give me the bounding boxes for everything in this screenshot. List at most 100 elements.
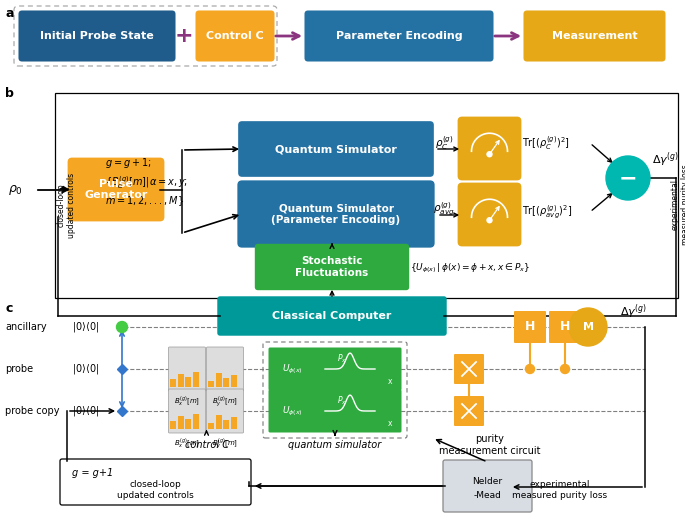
- Bar: [208, 381, 214, 387]
- Text: Pulse
Generator: Pulse Generator: [84, 179, 148, 200]
- Text: $\Delta\gamma^{(g)}$: $\Delta\gamma^{(g)}$: [620, 303, 647, 321]
- Text: control C: control C: [184, 440, 229, 450]
- Text: Control C: Control C: [206, 31, 264, 41]
- Text: $|0\rangle\langle 0|$: $|0\rangle\langle 0|$: [72, 362, 99, 376]
- FancyBboxPatch shape: [454, 396, 484, 426]
- Text: ancillary: ancillary: [5, 322, 47, 332]
- Bar: [170, 421, 176, 429]
- Text: H: H: [560, 320, 570, 334]
- FancyBboxPatch shape: [458, 116, 521, 180]
- Text: Quantum Simulator
(Parameter Encoding): Quantum Simulator (Parameter Encoding): [271, 203, 401, 225]
- Bar: [223, 378, 229, 387]
- Text: g = g+1: g = g+1: [72, 468, 113, 478]
- Bar: [216, 415, 221, 429]
- FancyBboxPatch shape: [195, 10, 275, 61]
- Text: $m=1,2,...,M\}$: $m=1,2,...,M\}$: [105, 194, 184, 208]
- FancyBboxPatch shape: [514, 311, 546, 343]
- Text: quantum simulator: quantum simulator: [288, 440, 382, 450]
- Text: $|0\rangle\langle 0|$: $|0\rangle\langle 0|$: [72, 404, 99, 418]
- Text: $\rho_{avg}^{(g)}$: $\rho_{avg}^{(g)}$: [433, 200, 455, 218]
- Text: purity
measurement circuit: purity measurement circuit: [439, 434, 540, 456]
- Text: −: −: [619, 168, 637, 188]
- Bar: [185, 377, 191, 387]
- Text: Parameter Encoding: Parameter Encoding: [336, 31, 462, 41]
- FancyBboxPatch shape: [60, 459, 251, 505]
- FancyBboxPatch shape: [238, 180, 435, 248]
- Text: $B_y^{(g)}[m]$: $B_y^{(g)}[m]$: [212, 436, 238, 451]
- Text: $g=g+1;$: $g=g+1;$: [105, 156, 151, 170]
- Text: c: c: [5, 302, 12, 315]
- Text: $B_x^{(g)}[m]$: $B_x^{(g)}[m]$: [175, 394, 201, 407]
- Bar: [208, 423, 214, 429]
- Circle shape: [116, 321, 127, 333]
- Bar: [230, 417, 236, 429]
- Text: $\{U_{\phi(x)}\,|\,\phi(x)=\phi+x, x\in P_x\}$: $\{U_{\phi(x)}\,|\,\phi(x)=\phi+x, x\in …: [410, 262, 530, 274]
- Bar: [230, 375, 236, 387]
- Bar: [177, 416, 184, 429]
- Text: $\mathrm{Tr}[(\rho_C^{(g)})^2]$: $\mathrm{Tr}[(\rho_C^{(g)})^2]$: [522, 134, 570, 152]
- Circle shape: [606, 156, 650, 200]
- FancyBboxPatch shape: [206, 347, 243, 391]
- Text: $B_x^{(g)}[m]$: $B_x^{(g)}[m]$: [175, 436, 201, 450]
- Bar: [170, 379, 176, 387]
- Text: probe copy: probe copy: [5, 406, 60, 416]
- Text: Classical Computer: Classical Computer: [273, 311, 392, 321]
- Text: x: x: [388, 376, 393, 386]
- Bar: [185, 419, 191, 429]
- FancyBboxPatch shape: [18, 10, 175, 61]
- Text: $|0\rangle\langle 0|$: $|0\rangle\langle 0|$: [72, 320, 99, 334]
- Text: x: x: [388, 419, 393, 427]
- FancyBboxPatch shape: [454, 354, 484, 384]
- Circle shape: [569, 308, 607, 346]
- Text: Stochastic
Fluctuations: Stochastic Fluctuations: [295, 256, 369, 278]
- Text: $\Delta\gamma^{(g)}$: $\Delta\gamma^{(g)}$: [652, 151, 679, 169]
- Bar: [177, 374, 184, 387]
- Text: Initial Probe State: Initial Probe State: [40, 31, 154, 41]
- FancyBboxPatch shape: [217, 296, 447, 336]
- FancyBboxPatch shape: [443, 460, 532, 512]
- Text: a: a: [5, 7, 14, 20]
- Text: Measurement: Measurement: [551, 31, 637, 41]
- Bar: [192, 372, 199, 387]
- FancyBboxPatch shape: [458, 183, 521, 246]
- Text: $P_x$: $P_x$: [337, 395, 347, 407]
- Text: $B_y^{(g)}[m]$: $B_y^{(g)}[m]$: [212, 394, 238, 409]
- Text: experimental
measured purity loss: experimental measured purity loss: [512, 480, 608, 500]
- Text: $\rho_C^{(g)}$: $\rho_C^{(g)}$: [435, 134, 453, 152]
- FancyBboxPatch shape: [68, 158, 164, 221]
- FancyBboxPatch shape: [169, 389, 206, 433]
- Circle shape: [487, 218, 492, 223]
- FancyBboxPatch shape: [255, 244, 409, 290]
- Text: $U_{\phi(x)}$: $U_{\phi(x)}$: [282, 404, 303, 418]
- FancyBboxPatch shape: [269, 389, 401, 433]
- Text: M: M: [582, 322, 593, 332]
- Text: experimental
measured purity loss: experimental measured purity loss: [671, 165, 685, 245]
- Text: Nelder: Nelder: [473, 477, 503, 486]
- Text: $\{B_\alpha^{(g)}[m]|\alpha=x,y;$: $\{B_\alpha^{(g)}[m]|\alpha=x,y;$: [105, 175, 188, 192]
- Text: +: +: [175, 26, 193, 46]
- Text: $U_{\phi(x)}$: $U_{\phi(x)}$: [282, 363, 303, 375]
- FancyBboxPatch shape: [238, 121, 434, 177]
- FancyBboxPatch shape: [523, 10, 666, 61]
- FancyBboxPatch shape: [549, 311, 581, 343]
- Text: $P_x$: $P_x$: [337, 353, 347, 365]
- Text: $\rho_0$: $\rho_0$: [8, 183, 23, 197]
- Bar: [223, 420, 229, 429]
- Bar: [216, 373, 221, 387]
- FancyBboxPatch shape: [206, 389, 243, 433]
- Text: closed-loop
updated controls: closed-loop updated controls: [56, 173, 76, 237]
- Bar: [55, 93, 678, 298]
- Text: b: b: [5, 87, 14, 100]
- FancyBboxPatch shape: [269, 348, 401, 390]
- Text: probe: probe: [5, 364, 33, 374]
- Text: closed-loop
updated controls: closed-loop updated controls: [117, 480, 194, 500]
- Circle shape: [560, 365, 569, 373]
- Text: -Mead: -Mead: [473, 491, 501, 500]
- Text: H: H: [525, 320, 535, 334]
- Text: Quantum Simulator: Quantum Simulator: [275, 144, 397, 154]
- Circle shape: [525, 365, 534, 373]
- Circle shape: [487, 152, 492, 157]
- Text: $\mathrm{Tr}[(\rho_{avg}^{(g)})^2]$: $\mathrm{Tr}[(\rho_{avg}^{(g)})^2]$: [522, 203, 572, 221]
- Bar: [192, 414, 199, 429]
- FancyBboxPatch shape: [304, 10, 493, 61]
